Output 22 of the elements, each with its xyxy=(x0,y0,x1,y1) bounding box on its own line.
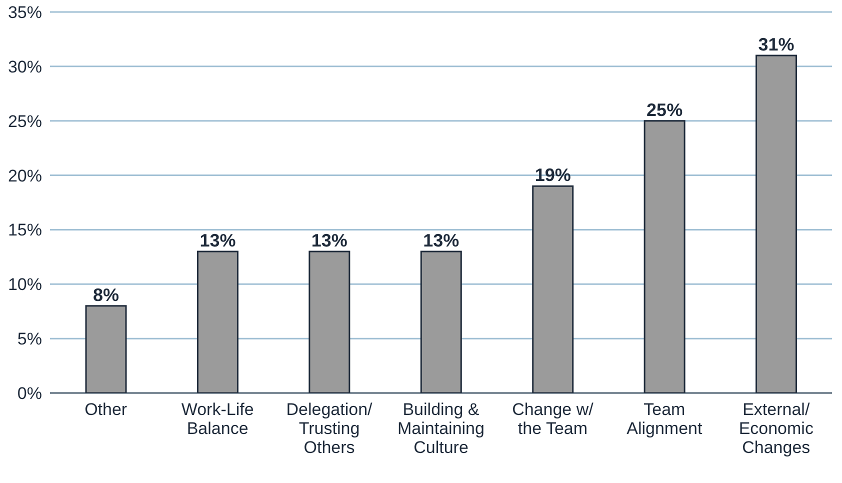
x-tick-label: Other xyxy=(84,400,128,419)
data-label: 8% xyxy=(92,284,120,305)
data-label: 31% xyxy=(758,34,794,55)
x-tick-label: Team Alignment xyxy=(626,400,702,438)
data-label: 13% xyxy=(200,230,236,250)
y-tick-label: 5% xyxy=(17,330,42,349)
y-tick-label: 35% xyxy=(8,3,42,22)
x-tick-label: Delegation/ Trusting Others xyxy=(286,400,373,457)
y-tick-label: 20% xyxy=(8,166,42,186)
data-label: 19% xyxy=(534,165,571,186)
y-tick-label: 30% xyxy=(8,57,42,76)
data-label: 13% xyxy=(311,230,348,250)
x-tick-label: Building & Maintaining Culture xyxy=(398,400,484,457)
x-tick-label: External/ Economic Changes xyxy=(738,400,814,457)
x-tick-label: Work-Life Balance xyxy=(181,400,254,438)
y-tick-label: 10% xyxy=(8,275,42,294)
data-label: 25% xyxy=(646,100,683,120)
x-tick-label: Change w/ the Team xyxy=(512,400,594,438)
y-tick-label: 15% xyxy=(8,220,42,240)
y-tick-label: 25% xyxy=(8,112,42,131)
data-label: 13% xyxy=(423,230,460,250)
y-tick-label: 0% xyxy=(17,384,42,404)
